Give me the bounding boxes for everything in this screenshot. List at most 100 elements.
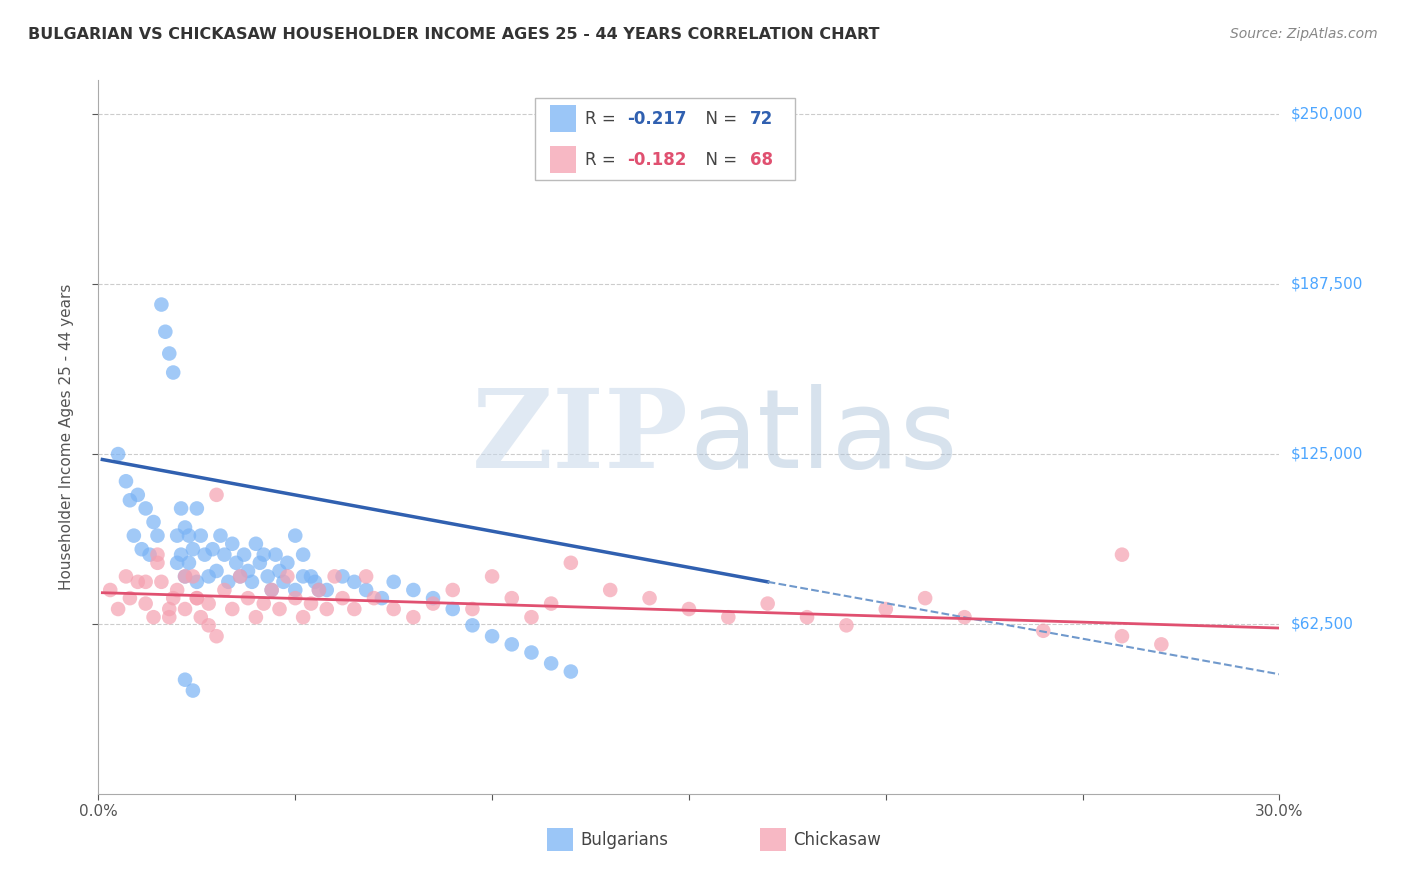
Point — [256, 569, 278, 583]
Point — [157, 602, 180, 616]
Point — [174, 520, 197, 534]
Point — [461, 602, 484, 616]
Point — [299, 597, 322, 611]
Point — [308, 582, 330, 597]
Point — [264, 548, 287, 562]
Point — [269, 564, 291, 578]
Point — [122, 528, 145, 542]
Point — [146, 528, 169, 542]
Point — [292, 548, 315, 562]
Point — [560, 665, 582, 679]
Point — [461, 618, 484, 632]
Point — [253, 548, 276, 562]
Text: N =: N = — [695, 110, 742, 128]
Text: $187,500: $187,500 — [1291, 277, 1362, 292]
Point — [678, 602, 700, 616]
Point — [292, 610, 315, 624]
Point — [276, 556, 298, 570]
Point — [186, 591, 208, 606]
Point — [157, 346, 180, 360]
Point — [221, 602, 243, 616]
Point — [135, 597, 157, 611]
Point — [1111, 629, 1133, 643]
Point — [382, 574, 405, 589]
Point — [181, 569, 204, 583]
Point — [205, 564, 228, 578]
Point — [382, 602, 405, 616]
Text: $250,000: $250,000 — [1291, 107, 1362, 122]
Point — [1150, 637, 1173, 651]
Text: ZIP: ZIP — [472, 384, 689, 491]
Point — [162, 591, 184, 606]
Point — [157, 610, 180, 624]
Text: Source: ZipAtlas.com: Source: ZipAtlas.com — [1230, 27, 1378, 41]
Point — [107, 602, 129, 616]
Bar — [550, 146, 575, 173]
Point — [343, 602, 366, 616]
Text: -0.182: -0.182 — [627, 151, 688, 169]
Point — [284, 591, 307, 606]
Y-axis label: Householder Income Ages 25 - 44 years: Householder Income Ages 25 - 44 years — [59, 284, 75, 591]
Point — [98, 582, 121, 597]
Point — [177, 528, 200, 542]
Point — [190, 528, 212, 542]
Point — [229, 569, 252, 583]
Point — [142, 515, 165, 529]
Point — [115, 475, 138, 489]
Bar — [550, 105, 575, 132]
Point — [138, 548, 160, 562]
Point — [131, 542, 153, 557]
Point — [217, 574, 239, 589]
Point — [501, 591, 523, 606]
Point — [481, 569, 503, 583]
Point — [292, 569, 315, 583]
Point — [186, 591, 208, 606]
Point — [354, 582, 377, 597]
Point — [166, 556, 188, 570]
Text: -0.217: -0.217 — [627, 110, 688, 128]
Point — [225, 556, 247, 570]
Point — [214, 548, 236, 562]
Point — [299, 569, 322, 583]
Point — [197, 569, 219, 583]
Point — [371, 591, 394, 606]
Point — [343, 574, 366, 589]
Point — [501, 637, 523, 651]
Point — [269, 602, 291, 616]
Point — [127, 574, 149, 589]
Point — [181, 542, 204, 557]
Point — [441, 582, 464, 597]
Point — [142, 610, 165, 624]
Text: atlas: atlas — [689, 384, 957, 491]
Point — [260, 582, 283, 597]
Text: N =: N = — [695, 151, 742, 169]
Text: $62,500: $62,500 — [1291, 616, 1354, 632]
Point — [146, 556, 169, 570]
Point — [233, 548, 256, 562]
Point — [162, 366, 184, 380]
Point — [166, 582, 188, 597]
Point — [756, 597, 779, 611]
Point — [717, 610, 740, 624]
Point — [273, 574, 295, 589]
Text: Chickasaw: Chickasaw — [793, 831, 880, 849]
Point — [118, 493, 141, 508]
Point — [194, 548, 217, 562]
Point — [214, 582, 236, 597]
Point — [236, 564, 259, 578]
Point — [174, 569, 197, 583]
Point — [245, 610, 267, 624]
Point — [560, 556, 582, 570]
Text: $125,000: $125,000 — [1291, 447, 1362, 461]
Bar — [547, 828, 574, 851]
FancyBboxPatch shape — [536, 98, 796, 180]
Point — [520, 646, 543, 660]
Point — [422, 591, 444, 606]
Point — [205, 629, 228, 643]
Point — [236, 591, 259, 606]
Point — [221, 537, 243, 551]
Point — [170, 501, 193, 516]
Point — [276, 569, 298, 583]
Point — [1111, 548, 1133, 562]
Point — [323, 569, 346, 583]
